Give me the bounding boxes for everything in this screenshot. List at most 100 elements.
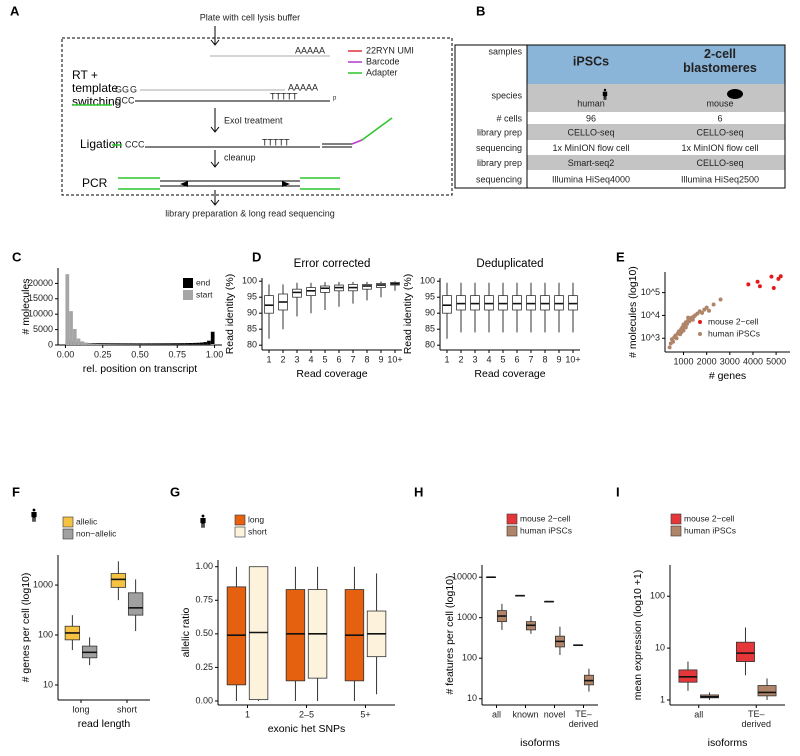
table-cell: CELLO-seq [567, 127, 614, 137]
y-axis-title: allelic ratio [180, 608, 192, 658]
panel-label: D [252, 249, 261, 264]
x-tick-label: 1.00 [206, 349, 224, 359]
mouse-icon [727, 89, 743, 99]
box [757, 685, 777, 697]
hist-bar [113, 344, 118, 345]
x-axis-title: read length [78, 718, 131, 730]
x-tick-label: 5000 [766, 356, 786, 366]
x-tick-label: 6 [336, 354, 341, 364]
x-axis-title: Read coverage [296, 368, 367, 380]
x-tick-label: 3 [294, 354, 299, 364]
hist-bar [143, 343, 148, 345]
box [110, 573, 127, 588]
hist-bar [69, 311, 73, 345]
strand [160, 180, 300, 187]
step-label: Ligation [80, 137, 122, 151]
hist-bar [151, 343, 155, 345]
box [285, 589, 306, 682]
box [127, 592, 144, 616]
legend-swatch [62, 528, 74, 540]
point [704, 305, 709, 310]
box [554, 295, 564, 311]
x-axis-title: rel. position on transcript [83, 363, 197, 375]
legend-swatch [62, 516, 74, 528]
point [700, 310, 705, 315]
y-tick-label: 5000 [33, 324, 53, 334]
point [667, 345, 672, 350]
human-icon [200, 517, 206, 528]
hist-bar [140, 343, 144, 345]
panel-label: B [476, 3, 485, 18]
point [671, 339, 676, 344]
legend-label: mouse 2−cell [520, 513, 570, 523]
table-cell: species [491, 90, 522, 100]
x-tick-label: 0.75 [169, 349, 187, 359]
y-tick-label: 100 [242, 276, 257, 286]
y-tick-label: 0.00 [195, 695, 213, 705]
hist-bar [102, 344, 107, 345]
box [484, 295, 494, 311]
hist-bar [132, 343, 137, 345]
legend-swatch [183, 278, 193, 288]
legend-label: allelic [76, 516, 98, 526]
diagram-text: CCC [125, 139, 145, 149]
hist-bar [192, 342, 196, 345]
hist-bar [99, 344, 103, 345]
hist-bar [91, 343, 96, 345]
dashed-box [61, 37, 453, 196]
step-label: RT + template switching [72, 68, 121, 108]
table-cell: library prep [477, 127, 522, 137]
y-tick-label: 0.25 [195, 662, 213, 672]
point [690, 317, 695, 322]
hist-bar [121, 344, 126, 345]
x-tick-label: 7 [350, 354, 355, 364]
table-cell: samples [488, 46, 522, 56]
table-cell: 2-cell blastomeres [683, 47, 757, 75]
x-tick-label: 2 [458, 354, 463, 364]
y-tick-label: 100 [38, 629, 53, 639]
y-tick-label: 10 [655, 642, 665, 652]
legend-text: Adapter [366, 67, 398, 77]
x-axis-title: # genes [709, 370, 746, 382]
box [526, 295, 536, 311]
hist-bar [72, 328, 77, 345]
y-tick-label: 10^4 [641, 310, 660, 320]
y-axis-title: Read identity (%) [402, 274, 414, 355]
hist-bar [166, 343, 170, 345]
y-tick-label: 1 [660, 694, 665, 704]
hist-bar [117, 343, 122, 345]
hist-bar [65, 274, 70, 345]
box [568, 295, 578, 311]
point [771, 285, 776, 290]
x-tick-label: 4 [308, 354, 313, 364]
point [746, 282, 751, 287]
legend-label: mouse 2−cell [708, 316, 758, 326]
human-icon [602, 91, 608, 100]
x-tick-label: 2000 [697, 356, 717, 366]
x-tick-label: 6 [514, 354, 519, 364]
hist-bar [147, 343, 152, 345]
hist-bar [125, 343, 129, 345]
step-label: ExoI treatment [224, 115, 283, 125]
x-tick-label: 5+ [360, 709, 370, 719]
y-tick-label: 1000 [33, 579, 53, 589]
x-axis-title: exonic het SNPs [268, 723, 346, 735]
point [711, 302, 716, 307]
x-tick-label: 2–5 [299, 709, 314, 719]
x-tick-label: 1 [266, 354, 271, 364]
hist-bar [84, 342, 88, 345]
legend-swatch [506, 525, 518, 537]
y-tick-label: 1.00 [195, 561, 213, 571]
x-tick-label: 4 [486, 354, 491, 364]
hist-bar [154, 343, 159, 345]
hist-bar [162, 343, 167, 345]
table-cell: sequencing [476, 174, 522, 184]
y-tick-label: 0.75 [195, 595, 213, 605]
hist-bar [184, 343, 189, 345]
x-tick-label: 8 [364, 354, 369, 364]
hist-bar [113, 343, 118, 345]
point [769, 274, 774, 279]
chart-title: Deduplicated [476, 258, 543, 270]
x-tick-label: TE– derived [569, 709, 599, 729]
